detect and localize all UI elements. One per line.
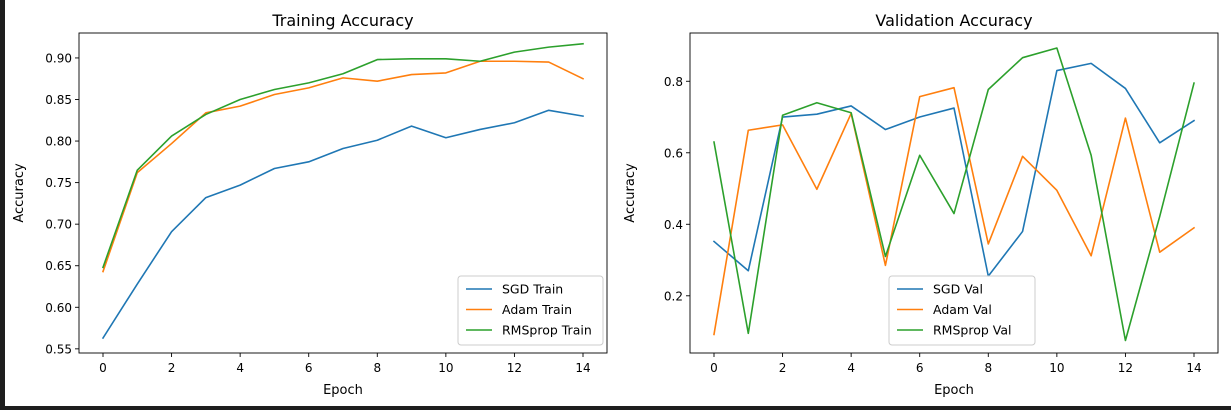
legend-entry: SGD Train xyxy=(502,282,563,297)
x-tick-label: 4 xyxy=(847,361,855,375)
x-tick-label: 8 xyxy=(984,361,992,375)
x-tick-label: 0 xyxy=(99,361,107,375)
subplot-1: 0 2 4 6 8 10 12 14 0.55 0.60 0.65 0.70 0.75 0.80 0.85 0… xyxy=(12,11,608,398)
legend-entry: Adam Val xyxy=(933,302,992,317)
x-axis-label: Epoch xyxy=(934,383,974,398)
y-tick-label: 0.70 xyxy=(45,218,72,232)
chart-title: Validation Accuracy xyxy=(875,11,1032,30)
legend-entry: SGD Val xyxy=(933,282,983,297)
legend: SGD Train Adam Train RMSprop Train xyxy=(457,275,604,346)
subplot-2: 0 2 4 6 8 10 12 14 0.2 0.4 0.6 0.8 Validation Accura… xyxy=(623,11,1219,398)
series-line-rmsprop-train xyxy=(101,42,584,269)
series-line-sgd-train xyxy=(101,109,584,340)
y-tick-label: 0.80 xyxy=(45,135,72,149)
legend: SGD Val Adam Val RMSprop Val xyxy=(888,275,1036,346)
y-tick-label: 0.90 xyxy=(45,51,72,65)
x-tick-label: 8 xyxy=(373,361,381,375)
axes-frame xyxy=(689,32,1219,354)
legend-entry: Adam Train xyxy=(502,302,572,317)
y-tick-label: 0.65 xyxy=(45,259,72,273)
legend-box xyxy=(457,275,604,346)
chart-figure: 0 2 4 6 8 10 12 140.550.600.650.700.750.800.850… xyxy=(12,11,1219,398)
x-tick-label: 6 xyxy=(916,361,924,375)
series-line-adam-val xyxy=(713,86,1196,336)
legend-entry: RMSprop Val xyxy=(933,323,1011,338)
series-line-sgd-val xyxy=(712,62,1196,277)
y-axis-label: Accuracy xyxy=(623,163,638,223)
x-tick-label: 2 xyxy=(168,361,176,375)
axes-frame xyxy=(78,32,608,354)
x-axis-label: Epoch xyxy=(323,383,363,398)
y-tick-label: 0.60 xyxy=(45,301,72,315)
series-line-rmsprop-val xyxy=(713,47,1195,342)
x-tick-label: 12 xyxy=(507,361,522,375)
figure: 0 2 4 6 8 10 12 14 0.55 0.60 0.65 0.70 0.75 0.80 0.85 0… xyxy=(5,0,1231,406)
x-tick-label: 6 xyxy=(305,361,313,375)
y-tick-label: 0.6 xyxy=(664,146,683,160)
x-tick-label: 10 xyxy=(438,361,453,375)
y-tick-label: 0.75 xyxy=(45,176,72,190)
x-tick-label: 14 xyxy=(1186,361,1201,375)
y-tick-label: 0.85 xyxy=(45,93,72,107)
x-tick-label: 10 xyxy=(1049,361,1064,375)
chart-title: Training Accuracy xyxy=(271,11,413,30)
y-axis-label: Accuracy xyxy=(12,163,27,223)
y-tick-label: 0.55 xyxy=(45,342,72,356)
x-tick-label: 0 xyxy=(710,361,718,375)
legend-box xyxy=(888,275,1036,346)
y-tick-label: 0.8 xyxy=(664,75,683,89)
x-tick-label: 4 xyxy=(236,361,244,375)
x-tick-label: 12 xyxy=(1118,361,1133,375)
x-tick-label: 2 xyxy=(779,361,787,375)
series-line-adam-train xyxy=(101,60,585,273)
y-tick-label: 0.2 xyxy=(664,289,683,303)
legend-entry: RMSprop Train xyxy=(502,323,592,338)
y-tick-label: 0.4 xyxy=(664,218,683,232)
x-tick-label: 14 xyxy=(575,361,590,375)
